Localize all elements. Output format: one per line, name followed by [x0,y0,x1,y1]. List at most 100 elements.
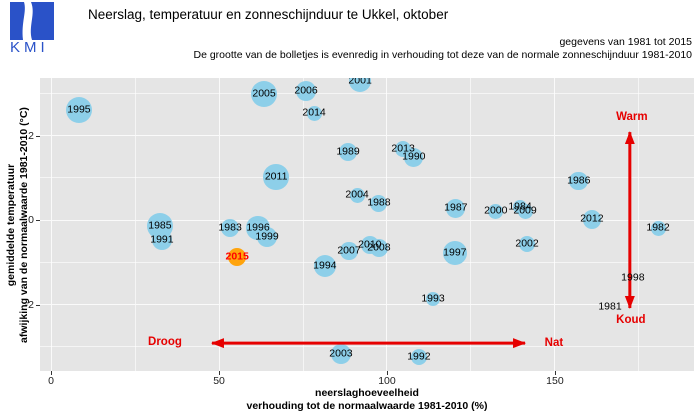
year-label-2002: 2002 [515,237,539,250]
year-label-1986: 1986 [567,174,591,187]
x-tick-50 [219,371,221,375]
year-label-1983: 1983 [218,221,242,234]
x-tick-150 [554,371,556,375]
year-label-1995: 1995 [67,103,91,116]
bubble-2002 [519,236,536,253]
subtitle-data-range: gegevens van 1981 tot 2015 [559,36,692,48]
year-label-1998: 1998 [621,271,645,284]
bubble-1982 [650,220,666,236]
year-label-1993: 1993 [421,292,445,305]
year-label-1999: 1999 [255,230,279,243]
gridline-x-0 [50,78,52,371]
kmi-logo: KMI [10,2,56,58]
bubble-2006 [296,81,317,102]
nat-annotation-label: Nat [544,337,564,350]
year-label-1981: 1981 [598,300,622,313]
bubble-1993 [426,292,440,307]
bubble-2004 [349,187,365,203]
chart-plot-area: 1981 1982 1983 1984 1985 1986 1987 1988 1989 1990… [40,78,694,371]
year-label-1990: 1990 [402,150,426,163]
year-label-1984: 1984 [508,200,532,213]
y-axis-title: gemiddelde temperatuur afwijking van de … [2,78,34,371]
bubble-2012 [582,209,602,229]
year-label-1989: 1989 [336,145,360,158]
gridline-y--1 [40,261,694,263]
bubble-2000 [488,203,504,219]
koud-annotation-label: Koud [616,313,646,326]
gridline-x-150 [554,78,556,371]
y-axis-title-line2: afwijking van de normaalwaarde 1981-2010… [18,106,31,343]
year-label-2013: 2013 [391,142,415,155]
year-label-1997: 1997 [443,246,467,259]
x-tick-0 [51,371,53,375]
bubble-1992 [410,349,427,366]
year-label-2006: 2006 [294,84,318,97]
bubble-2003 [330,344,351,365]
gridline-y-3 [40,92,694,94]
gridline-y-0 [40,219,694,221]
year-label-2005: 2005 [252,87,276,100]
bubble-1989 [339,142,358,161]
year-label-2010: 2010 [358,238,382,251]
bubble-1991 [151,229,172,250]
year-label-2015: 2015 [225,250,249,263]
bubble-1986 [569,171,589,191]
year-label-1985: 1985 [148,219,172,232]
gridline-x-50 [218,78,220,371]
x-tick-label-50: 50 [213,375,225,387]
bubble-2014 [306,105,322,121]
year-label-2011: 2011 [264,170,288,183]
warm-annotation-label: Warm [616,110,648,123]
bubble-1997 [442,240,468,266]
year-label-2008: 2008 [367,241,391,254]
bubble-1988 [370,194,388,212]
bubble-2005 [250,80,278,108]
x-axis-title: neerslaghoeveelheid verhouding tot de no… [40,387,694,413]
year-label-2014: 2014 [302,106,326,119]
y-axis-title-line1: gemiddelde temperatuur [5,163,18,286]
gridline-x-75 [302,78,304,371]
kmi-logo-mark [10,2,54,40]
year-label-1987: 1987 [444,201,468,214]
year-label-2012: 2012 [580,212,604,225]
bubble-2007 [340,242,358,260]
gridline-y-1 [40,177,694,179]
x-tick-label-0: 0 [48,375,54,387]
kmi-logo-text: KMI [10,39,49,56]
x-tick-100 [386,371,388,375]
year-label-1991: 1991 [150,233,174,246]
bubble-2015 [227,247,247,267]
year-label-2001: 2001 [348,78,372,87]
droog-annotation-label: Droog [148,335,182,348]
gridline-x-100 [386,78,388,371]
gridline-x-25 [134,78,136,371]
page-title: Neerslag, temperatuur en zonneschijnduur… [88,7,449,22]
year-label-1988: 1988 [367,196,391,209]
year-label-2003: 2003 [329,347,353,360]
x-tick-label-150: 150 [546,375,564,387]
bubble-1987 [446,198,466,218]
bubble-1995 [65,96,93,124]
gridline-y-2 [40,135,694,136]
bubble-2001 [349,78,372,92]
x-tick-label-100: 100 [378,375,396,387]
bubble-1994 [313,255,336,278]
gridline-x-175 [638,78,640,371]
year-label-1982: 1982 [646,221,670,234]
gridline-x-125 [470,78,472,371]
bubble-1983 [220,218,240,238]
bubble-2009 [517,203,533,219]
bubble-2011 [263,164,289,190]
year-label-2007: 2007 [337,244,361,257]
bubble-2010 [360,236,379,254]
year-label-2009: 2009 [513,204,537,217]
subtitle-bubble-size-note: De grootte van de bolletjes is evenredig… [193,49,693,61]
year-label-1996: 1996 [246,221,270,234]
year-label-2004: 2004 [345,188,369,201]
bubble-2013 [395,141,412,158]
year-label-2000: 2000 [484,204,508,217]
year-label-1994: 1994 [313,259,337,272]
gridline-y--2 [40,304,694,306]
year-label-1992: 1992 [407,350,431,363]
